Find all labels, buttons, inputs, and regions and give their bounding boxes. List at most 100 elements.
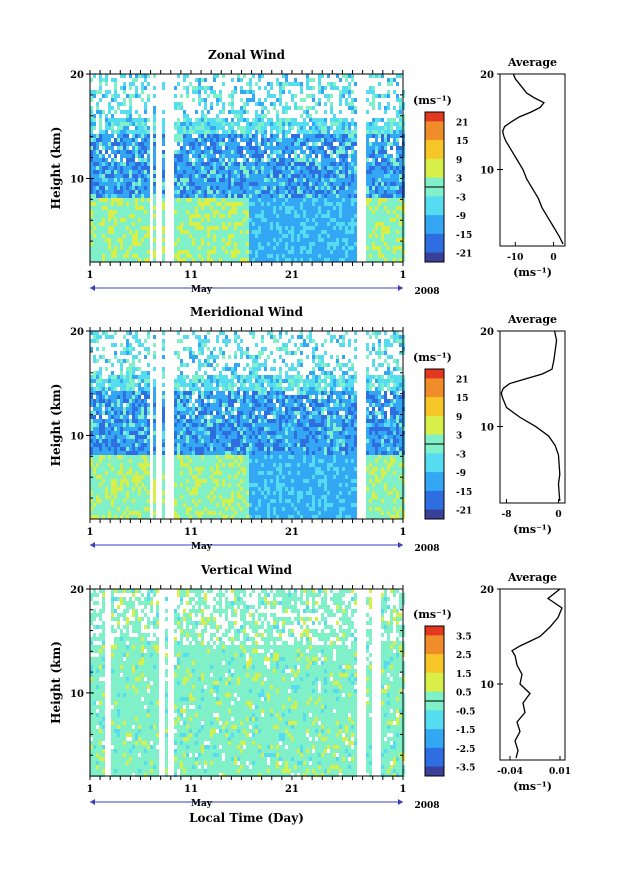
heatmap-cell (117, 459, 120, 463)
heatmap-cell (141, 162, 144, 166)
colorbar-segment (425, 158, 444, 169)
heatmap-cell (228, 222, 231, 226)
heatmap-cell (189, 226, 192, 230)
heatmap-cell (183, 194, 186, 198)
heatmap-cell (153, 383, 156, 387)
heatmap-cell (324, 210, 327, 214)
heatmap-cell (102, 411, 105, 415)
heatmap-cell (162, 415, 165, 419)
heatmap-cell (231, 198, 234, 202)
heatmap-cell (111, 431, 114, 435)
heatmap-cell (354, 226, 357, 230)
heatmap-cell (96, 507, 99, 511)
heatmap-cell (246, 186, 249, 190)
heatmap-cell (108, 138, 111, 142)
heatmap-cell (321, 246, 324, 250)
heatmap-cell (183, 503, 186, 507)
heatmap-cell (327, 210, 330, 214)
heatmap-cell (174, 190, 177, 194)
heatmap-cell (234, 238, 237, 242)
heatmap-cell (162, 198, 165, 202)
heatmap-cell (210, 162, 213, 166)
heatmap-cell (120, 463, 123, 467)
heatmap-cell (96, 90, 99, 94)
heatmap-cell (300, 258, 303, 262)
heatmap-cell (243, 198, 246, 202)
heatmap-cell (105, 130, 108, 134)
heatmap-cell (153, 391, 156, 395)
heatmap-cell (378, 222, 381, 226)
heatmap-cell (291, 214, 294, 218)
heatmap-cell (372, 162, 375, 166)
heatmap-cell (129, 463, 132, 467)
heatmap-cell (177, 515, 180, 519)
heatmap-cell (327, 190, 330, 194)
heatmap-cell (375, 250, 378, 254)
heatmap-cell (96, 162, 99, 166)
heatmap-cell (96, 495, 99, 499)
heatmap-cell (153, 186, 156, 190)
heatmap-cell (99, 367, 102, 371)
heatmap-cell (345, 234, 348, 238)
heatmap-cell (300, 82, 303, 86)
heatmap-cell (90, 238, 93, 242)
heatmap-cell (234, 162, 237, 166)
heatmap-cell (105, 479, 108, 483)
heatmap-cell (117, 479, 120, 483)
heatmap-cell (180, 198, 183, 202)
heatmap-cell (147, 491, 150, 495)
heatmap-cell (147, 166, 150, 170)
heatmap-cell (252, 202, 255, 206)
heatmap-cell (162, 471, 165, 475)
heatmap-cell (204, 254, 207, 258)
heatmap-cell (222, 210, 225, 214)
heatmap-cell (384, 146, 387, 150)
heatmap-cell (129, 475, 132, 479)
heatmap-cell (114, 407, 117, 411)
heatmap-cell (210, 86, 213, 90)
heatmap-cell (93, 463, 96, 467)
heatmap-cell (102, 202, 105, 206)
heatmap-cell (177, 250, 180, 254)
heatmap-cell (135, 238, 138, 242)
heatmap-cell (207, 210, 210, 214)
heatmap-cell (372, 98, 375, 102)
heatmap-cell (225, 234, 228, 238)
heatmap-cell (399, 230, 402, 234)
heatmap-cell (393, 238, 396, 242)
heatmap-cell (114, 507, 117, 511)
heatmap-cell (198, 130, 201, 134)
heatmap-cell (210, 178, 213, 182)
heatmap-cell (306, 138, 309, 142)
heatmap-cell (189, 150, 192, 154)
heatmap-cell (189, 467, 192, 471)
heatmap-cell (192, 383, 195, 387)
heatmap-cell (162, 190, 165, 194)
heatmap-cell (174, 487, 177, 491)
heatmap-cell (249, 82, 252, 86)
heatmap-cell (285, 242, 288, 246)
heatmap-cell (105, 435, 108, 439)
heatmap-cell (369, 74, 372, 78)
heatmap-cell (147, 150, 150, 154)
heatmap-cell (231, 138, 234, 142)
heatmap-cell (270, 226, 273, 230)
heatmap-cell (180, 138, 183, 142)
heatmap-cell (291, 150, 294, 154)
heatmap-cell (102, 391, 105, 395)
heatmap-cell (333, 186, 336, 190)
heatmap-cell (339, 146, 342, 150)
heatmap-cell (90, 166, 93, 170)
heatmap-cell (117, 178, 120, 182)
heatmap-cell (111, 467, 114, 471)
heatmap-cell (138, 210, 141, 214)
heatmap-cell (99, 198, 102, 202)
heatmap-cell (309, 238, 312, 242)
heatmap-cell (90, 78, 93, 82)
heatmap-cell (93, 427, 96, 431)
heatmap-cell (174, 379, 177, 383)
heatmap-cell (114, 475, 117, 479)
heatmap-cell (186, 511, 189, 515)
heatmap-cell (297, 258, 300, 262)
heatmap-cell (285, 82, 288, 86)
